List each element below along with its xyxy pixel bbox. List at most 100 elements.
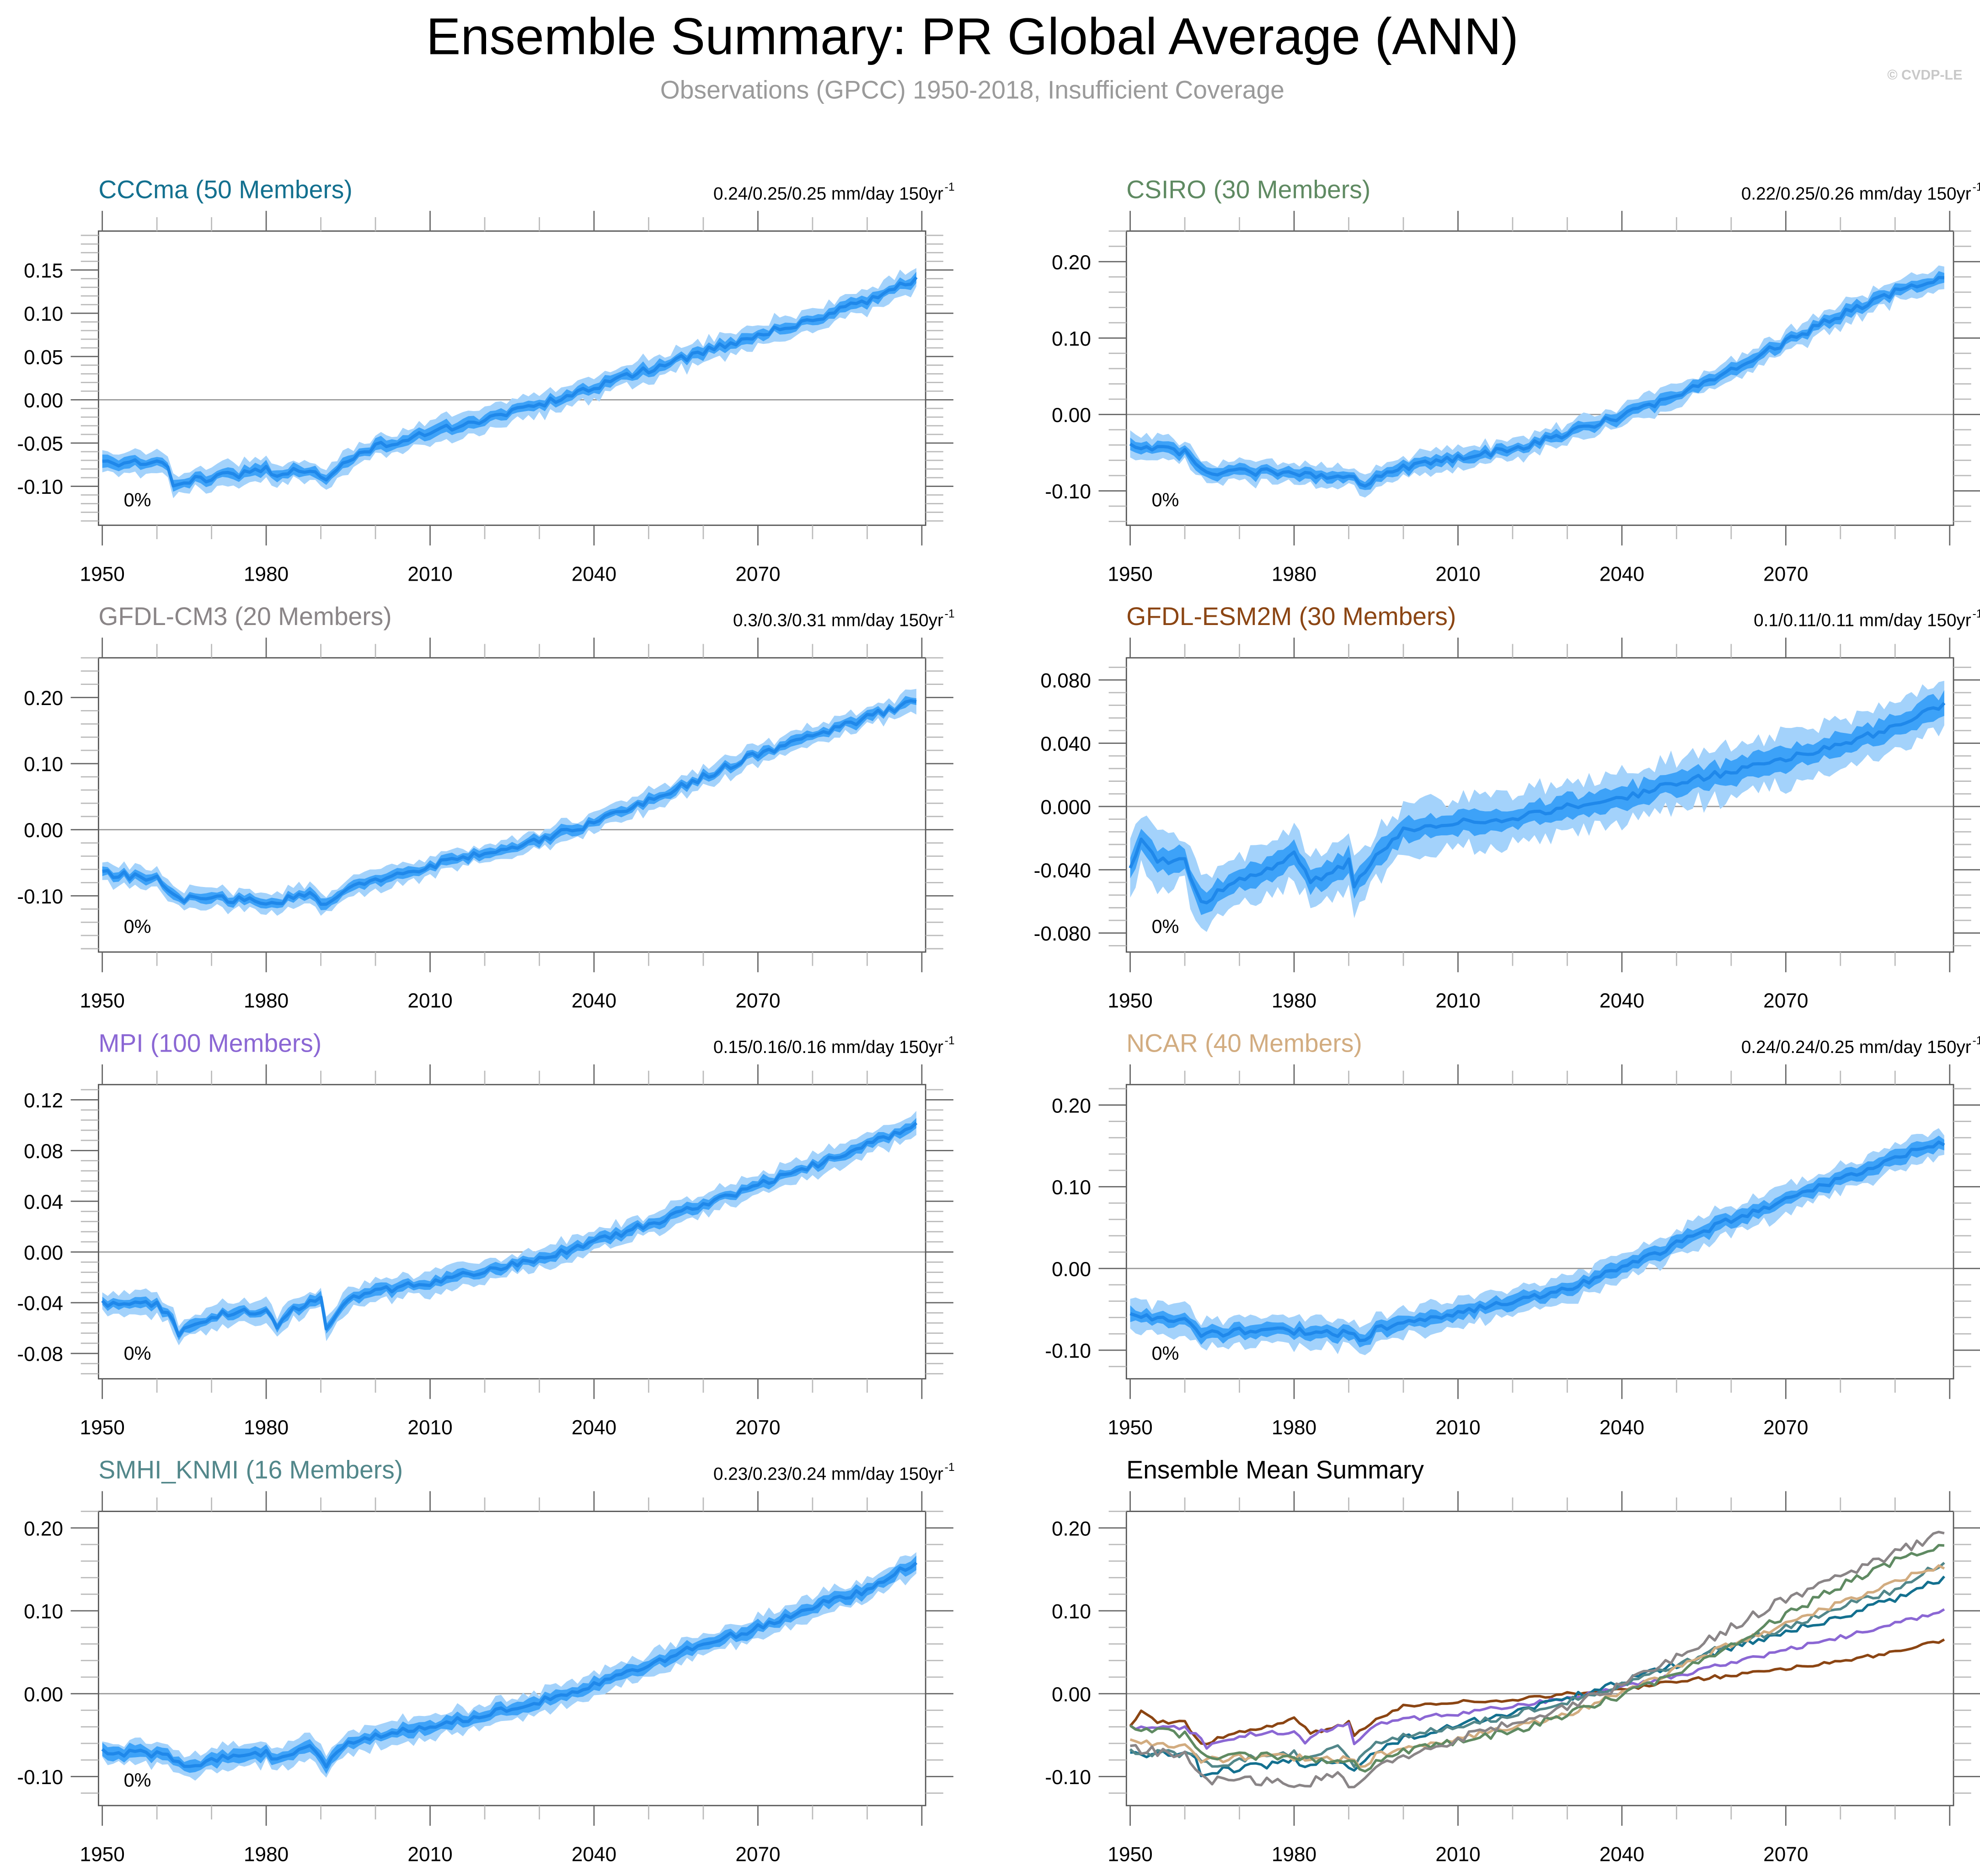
x-tick-label: 1950 [1108,1843,1152,1865]
panel-title: SMHI_KNMI (16 Members) [98,1456,403,1484]
plot-frame [98,1084,926,1379]
trend-label: 0.1/0.11/0.11 mm/day 150yr [1754,611,1971,631]
plot-frame [98,657,926,953]
y-tick-label: 0.10 [1052,328,1091,350]
spread-band-outer [1130,1128,1944,1355]
plot-frame [1125,1511,1954,1807]
x-tick-label: 1950 [80,1416,125,1439]
panel-smhi_knmi: SMHI_KNMI (16 Members) 0.23/0.23/0.24 mm/… [17,1456,954,1866]
x-tick-label: 2010 [1435,1843,1480,1865]
ensemble-mean-line [1129,276,1945,488]
y-tick-label: 0.10 [24,754,63,776]
ensemble-mean-line [101,1122,918,1338]
x-tick-label: 2040 [1600,990,1644,1012]
x-tick-label: 2070 [1763,563,1808,585]
x-tick-label: 2010 [1435,990,1480,1012]
trend-label: 0.24/0.24/0.25 mm/day 150yr [1741,1037,1971,1057]
ensemble-mean-line [101,1561,918,1769]
panel-title: GFDL-CM3 (20 Members) [98,602,391,631]
x-tick-label: 2010 [1435,563,1480,585]
x-tick-label: 2040 [572,1416,616,1439]
percent-annotation: 0% [124,1343,151,1364]
ensemble-mean-line [102,699,917,906]
x-tick-label: 1980 [244,1843,289,1865]
x-tick-label: 1950 [1108,1416,1152,1439]
y-tick-label: 0.05 [24,346,63,369]
y-tick-label: -0.10 [17,476,63,498]
y-tick-label: 0.20 [1052,1095,1091,1117]
panel-gfdl-cm3: GFDL-CM3 (20 Members) 0.3/0.3/0.31 mm/day… [17,602,954,1012]
panel-title: NCAR (40 Members) [1126,1029,1362,1057]
trend-label: 0.3/0.3/0.31 mm/day 150yr [733,611,943,631]
panel-title: CSIRO (30 Members) [1126,176,1370,204]
trend-superscript: -1 [1972,181,1980,193]
ensemble-mean-line [1129,1140,1945,1342]
y-tick-label: 0.20 [24,1518,63,1540]
x-tick-label: 2070 [735,563,780,585]
trend-label: 0.24/0.25/0.25 mm/day 150yr [713,184,943,203]
x-tick-label: 2070 [1763,990,1808,1012]
y-tick-label: 0.00 [24,390,63,412]
percent-annotation: 0% [1151,916,1179,937]
ensemble-mean-line [1129,702,1946,904]
spread-band-outer [1130,265,1944,498]
summary-line-gfdl-cm3 [1130,1530,1945,1789]
y-tick-label: -0.10 [1045,481,1091,503]
y-tick-label: 0.10 [24,1601,63,1623]
ensemble-mean-line [102,276,918,488]
x-tick-label: 1950 [80,990,125,1012]
x-tick-label: 1950 [80,1843,125,1865]
y-tick-label: 0.10 [1052,1176,1091,1199]
trend-superscript: -1 [945,1035,955,1047]
y-tick-label: -0.05 [17,433,63,455]
summary-line-cccma [1130,1575,1945,1778]
summary-line-mpi [1129,1608,1945,1750]
spread-band-outer [102,268,917,498]
y-tick-label: 0.12 [24,1090,63,1112]
spread-band-inner [102,1555,917,1774]
summary-line-gfdl-esm2m [1129,1638,1945,1746]
x-tick-label: 2010 [407,1416,452,1439]
x-tick-label: 1980 [1272,563,1316,585]
y-tick-label: -0.10 [17,886,63,908]
plot-frame [98,230,926,526]
x-tick-label: 2070 [735,990,780,1012]
x-tick-label: 2040 [572,563,616,585]
trend-superscript: -1 [945,1461,955,1474]
y-tick-label: 0.20 [1052,1518,1091,1540]
y-tick-label: 0.20 [1052,251,1091,274]
x-tick-label: 2040 [1600,1843,1644,1865]
x-tick-label: 1980 [244,563,289,585]
spread-band-inner [102,272,917,492]
y-tick-label: 0.00 [24,1242,63,1264]
x-tick-label: 1980 [244,1416,289,1439]
y-tick-label: -0.10 [1045,1766,1091,1789]
x-tick-label: 2070 [1763,1416,1808,1439]
panel-mpi: MPI (100 Members) 0.15/0.16/0.16 mm/day 1… [17,1029,954,1439]
y-tick-label: -0.10 [17,1766,63,1789]
y-tick-label: 0.040 [1040,733,1091,755]
summary-line-csiro [1129,1544,1945,1773]
percent-annotation: 0% [1151,1343,1179,1364]
trend-superscript: -1 [945,181,955,193]
spread-band-inner [102,696,917,910]
trend-superscript: -1 [945,608,955,620]
plot-frame [98,1511,926,1807]
x-tick-label: 2070 [735,1416,780,1439]
x-tick-label: 1950 [80,563,125,585]
plot-frame [1125,657,1954,953]
spread-band-inner [1130,690,1944,915]
spread-band-inner [1130,1135,1944,1348]
y-tick-label: -0.040 [1034,860,1091,882]
trend-label: 0.23/0.23/0.24 mm/day 150yr [713,1464,943,1484]
spread-band-outer [102,1552,917,1781]
panel-title: Ensemble Mean Summary [1126,1456,1424,1484]
y-tick-label: 0.20 [24,687,63,710]
figure-title: Ensemble Summary: PR Global Average (ANN… [426,7,1519,66]
panel-title: CCCma (50 Members) [98,176,352,204]
y-tick-label: 0.080 [1040,670,1091,692]
y-tick-label: 0.04 [24,1191,63,1213]
x-tick-label: 2010 [1435,1416,1480,1439]
